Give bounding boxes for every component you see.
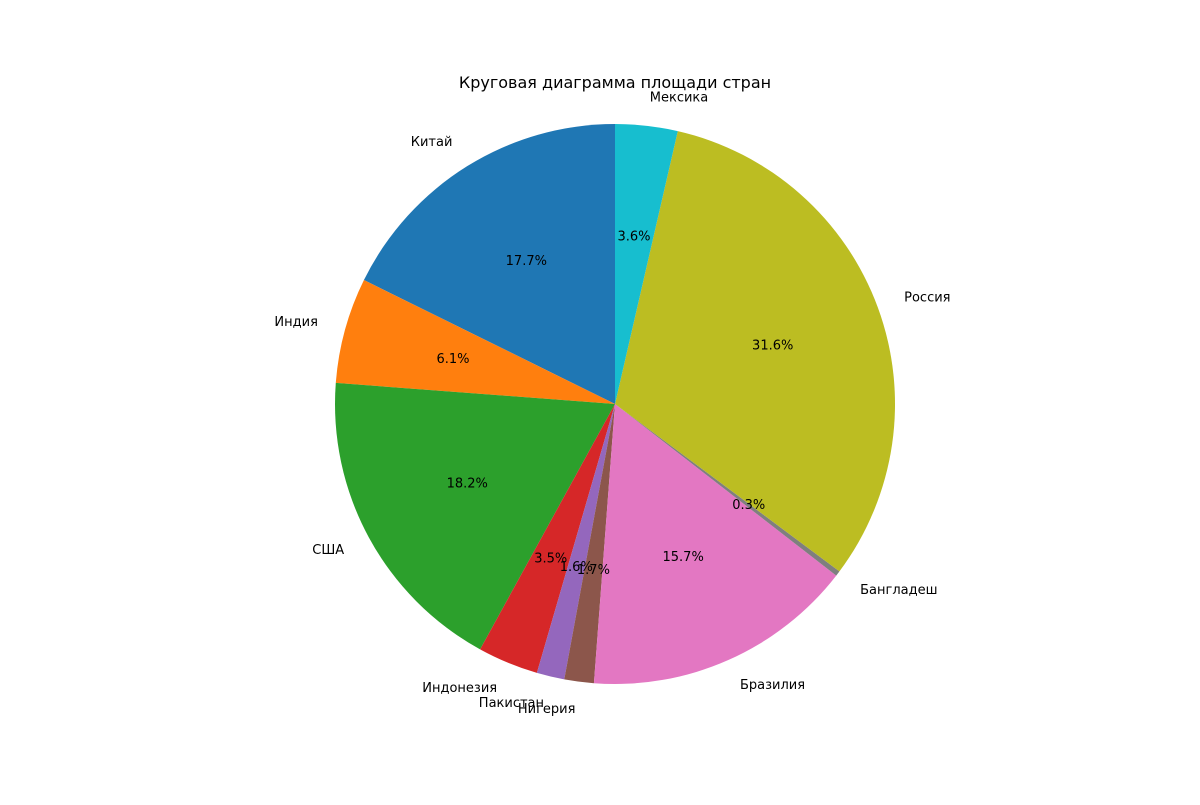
slice-category-label: Бангладеш: [860, 583, 937, 598]
slice-category-label: США: [312, 543, 344, 558]
slice-category-label: Бразилия: [740, 678, 805, 693]
slice-percent-label: 15.7%: [663, 550, 704, 565]
pie-labels: Китай 17.7% Индия 6.1% США 18.2% Индонезия 3.5%…: [274, 90, 950, 716]
slice-percent-label: 18.2%: [447, 477, 488, 492]
slice-category-label: Индия: [274, 315, 317, 330]
pie-slice: [615, 124, 678, 404]
pie-slices: [335, 124, 895, 684]
pie-slice: [536, 404, 615, 680]
pie-slice: [480, 404, 615, 673]
pie-slice: [615, 404, 840, 576]
slice-percent-label: 3.6%: [617, 230, 650, 245]
slice-category-label: Китай: [411, 135, 453, 150]
slice-percent-label: 17.7%: [506, 254, 547, 269]
slice-category-label: Россия: [904, 290, 950, 305]
slice-percent-label: 31.6%: [752, 339, 793, 354]
slice-percent-label: 6.1%: [436, 352, 469, 367]
slice-percent-label: 1.6%: [560, 560, 593, 575]
pie-slice: [335, 280, 615, 404]
pie-slice: [564, 404, 615, 684]
pie-slice: [615, 131, 895, 572]
pie-slice: [593, 404, 837, 684]
slice-category-label: Индонезия: [422, 681, 497, 696]
slice-percent-label: 3.5%: [534, 552, 567, 567]
slice-category-label: Пакистан: [479, 696, 544, 711]
pie-slice: [335, 382, 615, 650]
slice-category-label: Нигерия: [518, 702, 576, 717]
slice-percent-label: 0.3%: [732, 498, 765, 513]
slice-percent-label: 1.7%: [577, 563, 610, 578]
chart-title: Круговая диаграмма площади стран: [459, 73, 771, 92]
pie-slice: [363, 124, 615, 404]
slice-category-label: Мексика: [650, 90, 708, 105]
